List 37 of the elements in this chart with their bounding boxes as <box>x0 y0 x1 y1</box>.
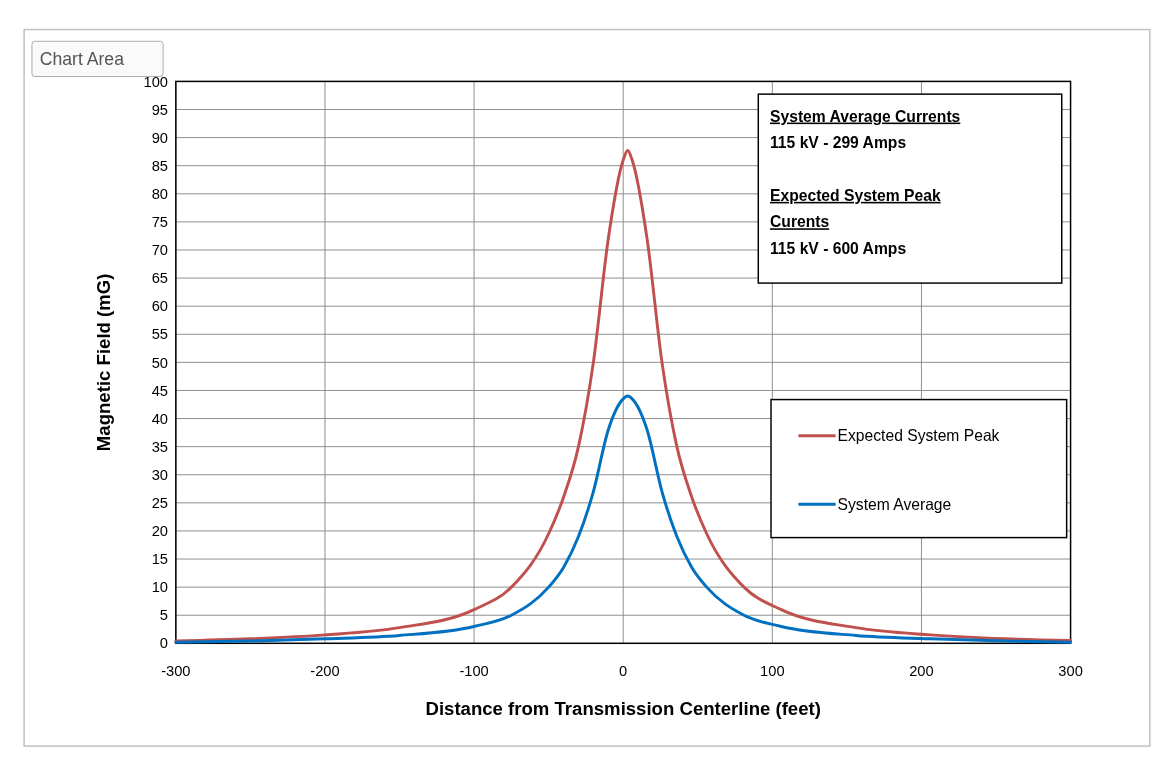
y-tick-label: 15 <box>151 551 168 568</box>
y-tick-label: 80 <box>151 185 168 202</box>
annotation: Expected System Peak <box>770 186 941 204</box>
y-tick-label: 0 <box>159 635 168 652</box>
y-tick-label: 25 <box>151 494 168 511</box>
x-tick-label: 0 <box>619 662 628 679</box>
y-tick-label: 30 <box>151 466 168 483</box>
x-tick-label: 100 <box>760 662 785 679</box>
annotation: 115 kV - 299 Amps <box>770 133 907 151</box>
x-tick-label: -300 <box>161 662 191 679</box>
y-tick-label: 20 <box>151 523 168 540</box>
annotation: 115 kV - 600 Amps <box>770 239 907 257</box>
x-tick-label: -200 <box>310 662 340 679</box>
tooltip-box: Chart Area <box>31 40 164 77</box>
x-tick-label: -100 <box>459 662 489 679</box>
y-tick-label: 90 <box>151 129 168 146</box>
y-tick-label: 10 <box>151 579 168 596</box>
x-tick-label: 300 <box>1058 662 1083 679</box>
legend-label: System Average <box>837 495 952 513</box>
y-tick-label: 35 <box>151 438 168 455</box>
y-tick-label: 70 <box>151 242 168 259</box>
y-tick-label: 50 <box>151 354 168 371</box>
y-axis-title: Magnetic Field (mG) <box>93 273 115 452</box>
y-tick-label: 60 <box>151 298 168 315</box>
x-tick-label: 200 <box>909 662 934 679</box>
annotation: System Average Currents <box>770 107 961 125</box>
y-tick-label: 45 <box>151 382 168 399</box>
y-tick-label: 5 <box>159 607 168 624</box>
annotation: Curents <box>770 213 830 231</box>
y-tick-label: 75 <box>151 214 168 231</box>
y-tick-label: 40 <box>151 410 168 427</box>
x-axis-title: Distance from Transmission Centerline (feet) <box>425 697 821 719</box>
y-tick-label: 85 <box>151 157 168 174</box>
y-tick-label: 55 <box>151 326 168 343</box>
legend-label: Expected System Peak <box>837 427 1000 445</box>
y-tick-label: 65 <box>151 270 168 287</box>
y-tick-label: 95 <box>151 101 168 118</box>
